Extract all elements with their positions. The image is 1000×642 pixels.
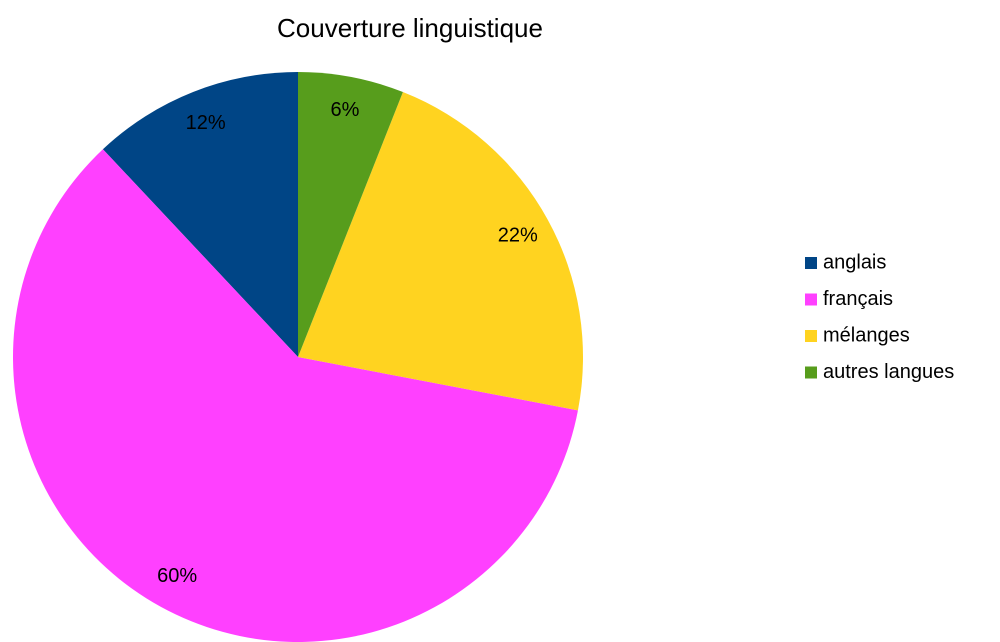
legend-label: autres langues — [823, 361, 954, 383]
data-label: 22% — [498, 224, 538, 246]
chart-title: Couverture linguistique — [277, 13, 543, 43]
data-label: 6% — [331, 99, 360, 121]
legend-label: anglais — [823, 251, 886, 273]
pie-slice — [102, 72, 298, 357]
pie-slice — [298, 72, 403, 357]
legend-swatch — [805, 366, 817, 379]
legend-label: français — [823, 288, 893, 310]
data-label: 12% — [186, 112, 226, 134]
legend-label: mélanges — [823, 324, 910, 346]
data-label: 60% — [157, 565, 197, 587]
legend-swatch — [805, 330, 817, 342]
legend-swatch — [805, 293, 817, 306]
pie-slice — [13, 149, 578, 642]
legend-swatch — [805, 257, 817, 269]
pie-slice — [298, 92, 583, 411]
